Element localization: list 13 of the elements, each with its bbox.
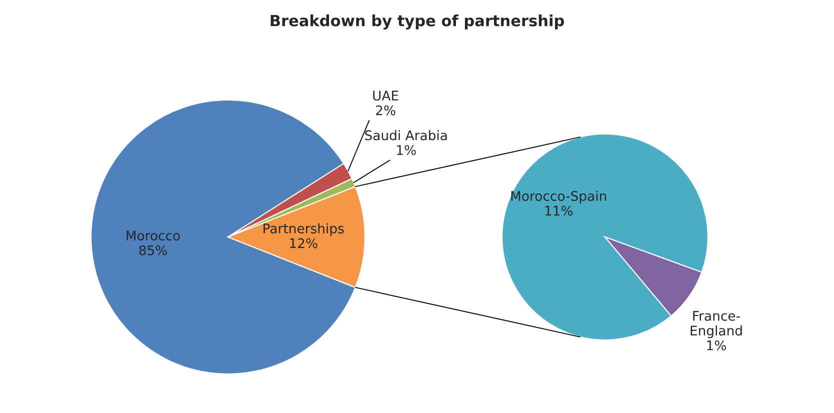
data-label: 2%	[376, 105, 396, 116]
data-label: 12%	[290, 238, 318, 248]
data-label: 85%	[139, 245, 167, 256]
slice-label: Partnerships	[264, 223, 344, 236]
data-label: 1%	[397, 145, 416, 156]
slice-label: UAE	[373, 90, 398, 101]
slice-label: Morocco-Spain	[511, 190, 606, 204]
slice-label: France- England	[690, 311, 742, 338]
data-label: 11%	[545, 206, 573, 216]
slice-label: Saudi Arabia	[365, 130, 447, 140]
chart-title: Breakdown by type of partnership	[270, 14, 564, 30]
data-label: 1%	[707, 340, 726, 350]
slice-label: Morocco	[126, 230, 180, 241]
